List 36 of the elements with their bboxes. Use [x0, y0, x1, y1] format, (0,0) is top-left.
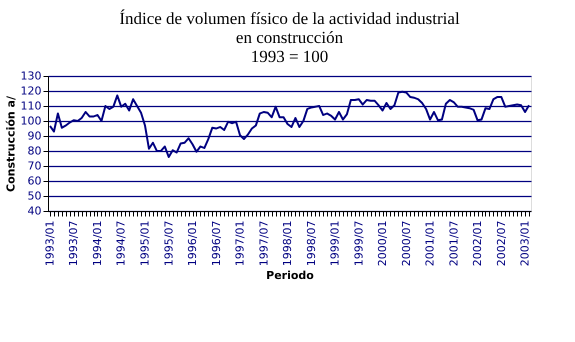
x-axis-title: Periodo [266, 269, 314, 282]
y-tick-label: 80 [28, 144, 42, 158]
y-tick-label: 60 [28, 174, 42, 188]
y-tick-label: 40 [28, 204, 42, 218]
y-tick-label: 50 [28, 190, 42, 202]
x-tick-label: 1993/07 [67, 220, 80, 266]
x-tick-label: 1996/01 [186, 220, 200, 266]
x-tick-label: 1995/07 [162, 220, 176, 266]
x-tick-label: 1997/01 [234, 220, 247, 266]
x-tick-label: 1998/07 [304, 220, 318, 266]
x-tick-label: 1996/07 [210, 220, 223, 266]
x-tick-label: 1994/07 [114, 220, 128, 266]
x-tick-label: 1994/01 [90, 220, 104, 266]
x-tick-label: 1995/01 [138, 220, 152, 266]
x-tick-label: 1999/01 [328, 220, 342, 266]
x-tick-label: 2000/01 [376, 220, 390, 266]
x-tick-label: 1997/07 [257, 220, 270, 266]
x-tick-label: 2000/07 [400, 220, 413, 266]
x-tick-label: 1998/01 [281, 220, 294, 266]
y-tick-label: 110 [20, 100, 42, 112]
y-tick-label: 120 [20, 84, 42, 98]
x-tick-label: 2002/01 [471, 220, 484, 266]
x-tick-label: 2003/01 [518, 220, 532, 266]
chart-title: Índice de volumen físico de la actividad industrial en construcción [119, 9, 460, 47]
y-tick-label: 100 [20, 114, 42, 128]
x-tick-label: 2002/07 [494, 220, 508, 266]
y-tick-label: 70 [28, 160, 42, 172]
x-tick-label: 1999/07 [352, 220, 366, 266]
y-tick-label: 90 [28, 130, 42, 142]
x-tick-label: 1993/01 [43, 220, 56, 266]
y-axis-title: Construcción a/ [4, 95, 18, 192]
line-series [48, 90, 530, 158]
x-tick-label: 2001/01 [424, 220, 437, 266]
x-tick-label: 2001/07 [447, 220, 460, 266]
y-tick-label: 130 [20, 70, 42, 82]
chart-subtitle: 1993 = 100 [250, 47, 328, 66]
